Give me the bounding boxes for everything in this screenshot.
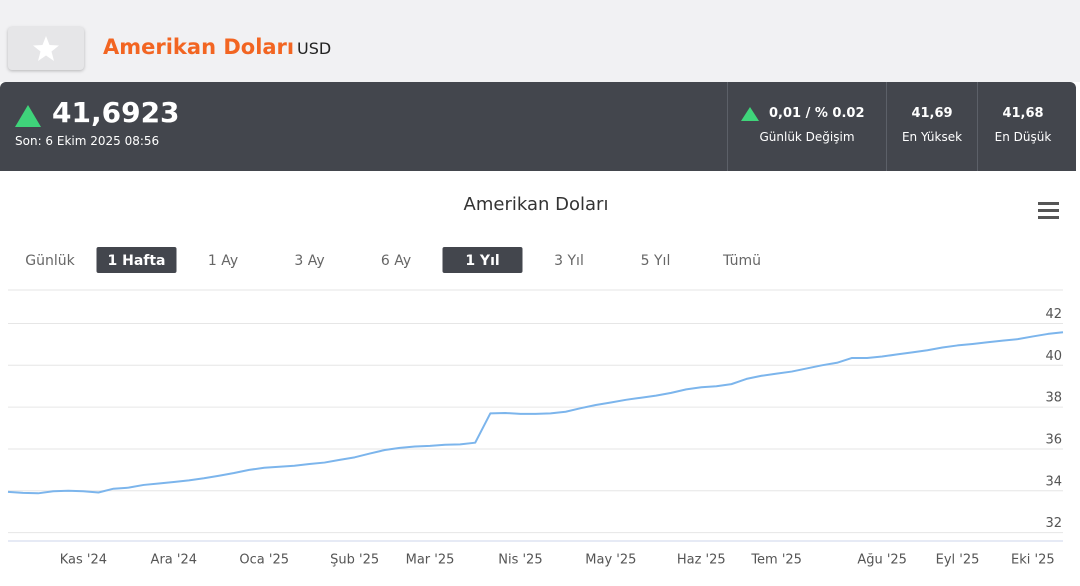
range-button[interactable]: 1 Hafta bbox=[107, 253, 165, 269]
x-tick-label: Eyl '25 bbox=[936, 553, 980, 568]
x-tick-label: Kas '24 bbox=[60, 553, 107, 568]
currency-code: USD bbox=[297, 39, 332, 58]
favorite-button[interactable] bbox=[8, 27, 84, 70]
x-tick-label: Oca '25 bbox=[239, 553, 289, 568]
quote-bar: 41,6923 Son: 6 Ekim 2025 08:56 0,01 / % … bbox=[0, 82, 1076, 171]
range-button[interactable]: 6 Ay bbox=[381, 253, 411, 269]
x-tick-label: Haz '25 bbox=[677, 553, 726, 568]
daily-change: 0,01 / % 0.02 Günlük Değişim bbox=[727, 82, 886, 171]
low-value: 41,68 bbox=[1002, 106, 1044, 121]
range-button[interactable]: 1 Ay bbox=[208, 253, 238, 269]
y-tick-label: 36 bbox=[1045, 432, 1062, 447]
y-tick-label: 34 bbox=[1045, 474, 1062, 489]
star-icon bbox=[33, 36, 59, 61]
currency-title: Amerikan Doları bbox=[103, 35, 295, 59]
price-line bbox=[7, 331, 1064, 495]
menu-icon[interactable] bbox=[1038, 202, 1059, 219]
day-low: 41,68 En Düşük bbox=[977, 82, 1077, 171]
price: 41,6923 bbox=[52, 96, 180, 129]
x-tick-label: Eki '25 bbox=[1011, 553, 1055, 568]
up-arrow bbox=[741, 107, 759, 121]
high-value: 41,69 bbox=[911, 106, 953, 121]
range-button[interactable]: Günlük bbox=[25, 253, 75, 269]
high-label: En Yüksek bbox=[901, 130, 963, 144]
x-tick-label: Ara '24 bbox=[151, 553, 197, 568]
change-label: Günlük Değişim bbox=[759, 130, 855, 144]
x-tick-label: May '25 bbox=[585, 553, 636, 568]
range-button[interactable]: 5 Yıl bbox=[641, 253, 671, 269]
change-value: 0,01 / % 0.02 bbox=[769, 106, 865, 121]
last-update: Son: 6 Ekim 2025 08:56 bbox=[15, 134, 160, 148]
range-button[interactable]: 3 Ay bbox=[294, 253, 324, 269]
up-arrow bbox=[15, 105, 41, 127]
y-tick-label: 42 bbox=[1045, 307, 1062, 322]
range-button[interactable]: 1 Yıl bbox=[465, 253, 499, 269]
y-tick-label: 32 bbox=[1045, 516, 1062, 531]
x-tick-label: Tem '25 bbox=[750, 553, 802, 568]
x-tick-label: Şub '25 bbox=[330, 553, 379, 568]
x-tick-label: Mar '25 bbox=[406, 553, 455, 568]
x-tick-label: Nis '25 bbox=[498, 553, 542, 568]
y-tick-label: 38 bbox=[1045, 391, 1062, 406]
range-button[interactable]: 3 Yıl bbox=[554, 253, 584, 269]
day-high: 41,69 En Yüksek bbox=[886, 82, 977, 171]
y-tick-label: 40 bbox=[1045, 349, 1062, 364]
low-label: En Düşük bbox=[994, 130, 1052, 144]
x-tick-label: Ağu '25 bbox=[857, 553, 907, 568]
header: Amerikan Doları USD bbox=[0, 0, 1080, 82]
chart-title: Amerikan Doları bbox=[464, 194, 609, 215]
range-button[interactable]: Tümü bbox=[722, 253, 761, 269]
